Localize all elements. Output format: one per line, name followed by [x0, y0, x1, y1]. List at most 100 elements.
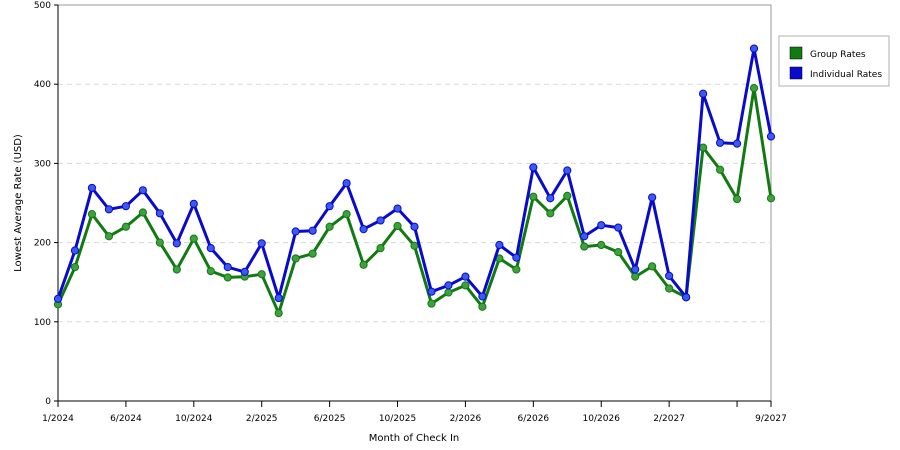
- data-point[interactable]: [529, 192, 538, 201]
- data-point[interactable]: [223, 263, 232, 272]
- data-point[interactable]: [359, 225, 368, 234]
- data-point[interactable]: [155, 238, 164, 247]
- data-point[interactable]: [597, 221, 606, 230]
- data-point[interactable]: [206, 244, 215, 253]
- data-point[interactable]: [206, 267, 215, 276]
- data-point[interactable]: [427, 287, 436, 296]
- data-point[interactable]: [70, 263, 80, 272]
- legend-swatch-group-rates: [789, 46, 803, 60]
- data-point[interactable]: [172, 239, 181, 248]
- x-tick-label: 6/2024: [110, 414, 142, 424]
- x-tick-label: 2/2027: [653, 414, 685, 424]
- data-point[interactable]: [342, 209, 351, 219]
- data-point[interactable]: [308, 226, 317, 235]
- data-point[interactable]: [291, 254, 300, 263]
- data-point[interactable]: [104, 232, 114, 241]
- data-point[interactable]: [274, 308, 283, 318]
- data-point[interactable]: [53, 294, 63, 303]
- data-point[interactable]: [461, 272, 470, 281]
- data-point[interactable]: [580, 232, 589, 241]
- data-point[interactable]: [732, 139, 742, 148]
- x-tick-label: 2/2026: [450, 414, 482, 424]
- data-point[interactable]: [749, 44, 759, 53]
- data-point[interactable]: [240, 267, 249, 277]
- data-point[interactable]: [749, 84, 759, 93]
- data-point[interactable]: [478, 292, 487, 301]
- data-point[interactable]: [257, 239, 266, 248]
- data-point[interactable]: [376, 216, 385, 225]
- data-point[interactable]: [189, 199, 198, 208]
- data-point[interactable]: [563, 166, 572, 175]
- data-point[interactable]: [648, 262, 657, 271]
- data-point[interactable]: [121, 202, 131, 211]
- data-point[interactable]: [104, 205, 114, 214]
- data-point[interactable]: [631, 265, 640, 274]
- y-axis-title: Lowest Average Rate (USD): [13, 134, 24, 272]
- data-point[interactable]: [410, 222, 419, 231]
- data-point[interactable]: [529, 163, 538, 172]
- axes: [57, 5, 771, 402]
- data-point[interactable]: [614, 223, 623, 232]
- data-point[interactable]: [325, 222, 334, 231]
- y-tick-label: 200: [34, 239, 51, 249]
- plot-area: [57, 4, 772, 402]
- data-point[interactable]: [546, 209, 555, 218]
- data-point[interactable]: [715, 165, 725, 174]
- data-point[interactable]: [223, 273, 232, 282]
- y-tick-label: 400: [34, 80, 51, 90]
- data-point[interactable]: [121, 222, 131, 231]
- data-point[interactable]: [698, 89, 708, 98]
- data-point[interactable]: [393, 221, 402, 231]
- y-ticks: 0 100 200 300 400 500: [34, 1, 58, 407]
- x-tick-label: 10/2025: [379, 414, 416, 424]
- data-point[interactable]: [291, 227, 300, 236]
- data-point[interactable]: [563, 191, 572, 200]
- data-point[interactable]: [512, 253, 521, 262]
- data-point[interactable]: [444, 281, 453, 290]
- data-point[interactable]: [87, 209, 97, 219]
- data-point[interactable]: [631, 272, 640, 281]
- data-point[interactable]: [732, 194, 742, 204]
- data-point[interactable]: [512, 265, 521, 274]
- data-point[interactable]: [155, 209, 164, 218]
- legend: Group Rates Individual Rates: [778, 35, 890, 87]
- y-tick-label: 300: [34, 159, 51, 169]
- data-point[interactable]: [393, 204, 402, 213]
- data-point[interactable]: [274, 293, 283, 303]
- data-point[interactable]: [665, 271, 674, 280]
- data-point[interactable]: [325, 202, 334, 211]
- data-point[interactable]: [546, 194, 555, 203]
- data-point[interactable]: [189, 234, 198, 243]
- data-point[interactable]: [766, 132, 776, 141]
- x-tick-label: 9/2027: [755, 414, 787, 424]
- data-point[interactable]: [427, 299, 436, 308]
- legend-swatch-individual-rates: [789, 66, 803, 80]
- data-point[interactable]: [614, 248, 623, 257]
- data-point[interactable]: [70, 246, 80, 255]
- data-point[interactable]: [665, 284, 674, 293]
- data-point[interactable]: [172, 265, 181, 274]
- data-point[interactable]: [580, 242, 589, 251]
- data-point[interactable]: [715, 138, 725, 147]
- data-point[interactable]: [478, 302, 487, 311]
- series: [53, 44, 776, 318]
- data-point[interactable]: [444, 288, 453, 297]
- data-point[interactable]: [87, 183, 97, 193]
- data-point[interactable]: [698, 143, 708, 152]
- data-point[interactable]: [410, 241, 419, 250]
- data-point[interactable]: [257, 270, 266, 279]
- data-point[interactable]: [138, 208, 147, 217]
- data-point[interactable]: [308, 249, 317, 258]
- legend-label-group-rates: Group Rates: [810, 50, 866, 60]
- data-point[interactable]: [376, 244, 385, 253]
- data-point[interactable]: [682, 293, 691, 302]
- data-point[interactable]: [138, 186, 147, 195]
- data-point[interactable]: [766, 194, 776, 203]
- data-point[interactable]: [495, 240, 504, 250]
- data-point[interactable]: [648, 193, 657, 202]
- data-point[interactable]: [461, 281, 470, 290]
- data-point[interactable]: [597, 240, 606, 250]
- data-point[interactable]: [359, 260, 368, 269]
- data-point[interactable]: [342, 179, 351, 188]
